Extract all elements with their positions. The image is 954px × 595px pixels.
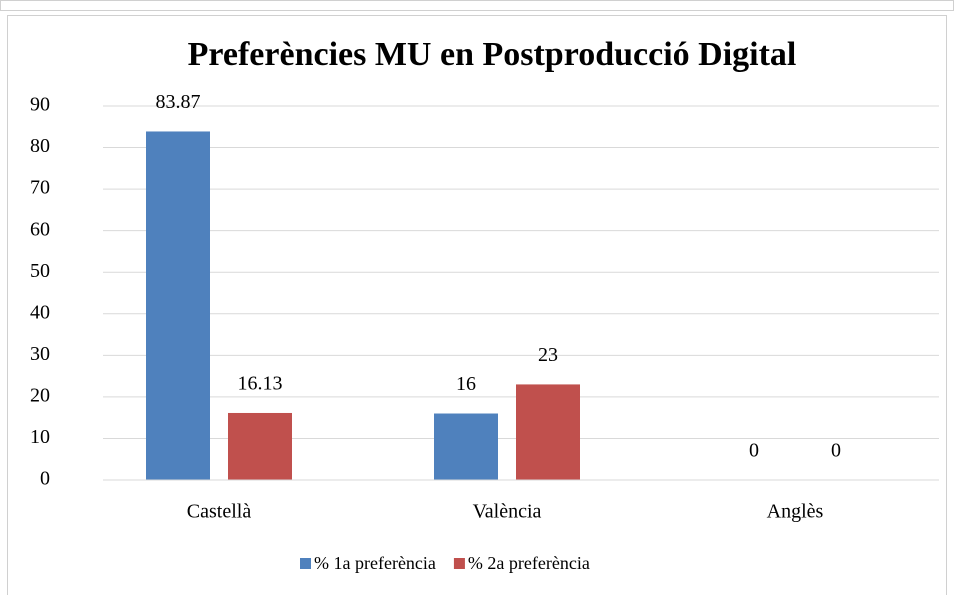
value-label: 16.13	[238, 373, 283, 395]
legend-swatch	[300, 558, 311, 569]
chart-title: Preferències MU en Postproducció Digital	[188, 36, 797, 73]
legend-swatch	[453, 558, 465, 569]
value-label: 16	[456, 373, 476, 395]
y-tick-label: 90	[30, 94, 50, 116]
value-label: 83.87	[156, 91, 201, 113]
bar	[434, 413, 498, 480]
value-label: 0	[749, 440, 759, 462]
y-tick-label: 20	[30, 384, 50, 406]
value-label: 0	[831, 440, 841, 462]
y-tick-label: 10	[30, 426, 50, 448]
x-tick-label: Castellà	[187, 501, 252, 523]
y-tick-label: 80	[30, 135, 50, 157]
frame-top	[0, 0, 954, 11]
bar	[516, 384, 580, 480]
x-tick-label: València	[473, 501, 542, 523]
legend-label: % 1a preferència	[314, 553, 436, 573]
value-label: 23	[538, 344, 558, 366]
y-tick-label: 0	[40, 468, 50, 490]
y-tick-label: 50	[30, 260, 50, 282]
bar	[228, 412, 292, 480]
bar	[146, 131, 210, 480]
legend-label: % 2a preferència	[468, 553, 590, 573]
y-tick-label: 60	[30, 218, 50, 240]
y-tick-label: 30	[30, 343, 50, 365]
y-tick-label: 70	[30, 177, 50, 199]
x-tick-label: Anglès	[767, 501, 824, 523]
y-tick-label: 40	[30, 301, 50, 323]
